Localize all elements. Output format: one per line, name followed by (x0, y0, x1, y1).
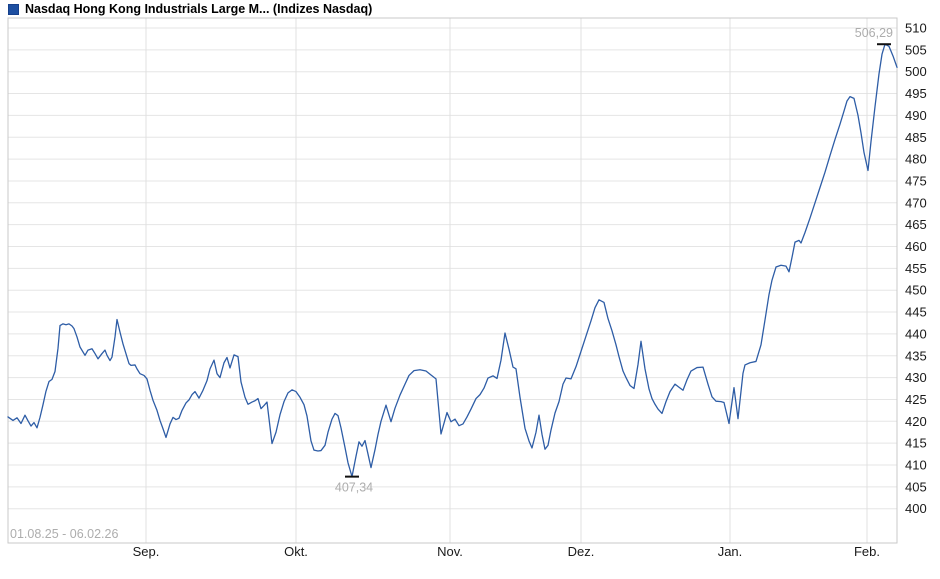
y-axis-label: 435 (905, 348, 927, 363)
legend-square-icon (8, 4, 19, 15)
y-axis-label: 465 (905, 217, 927, 232)
y-axis-label: 430 (905, 370, 927, 385)
y-axis-label: 415 (905, 436, 927, 451)
high-value-label: 506,29 (855, 26, 893, 40)
date-range-label: 01.08.25 - 06.02.26 (10, 527, 119, 541)
x-axis-month-label: Dez. (568, 544, 595, 559)
y-axis-label: 425 (905, 392, 927, 407)
x-axis-month-label: Jan. (718, 544, 743, 559)
price-line (7, 43, 898, 478)
y-axis-label: 495 (905, 86, 927, 101)
x-axis-month-label: Feb. (854, 544, 880, 559)
x-axis-month-label: Sep. (133, 544, 160, 559)
y-axis-label: 485 (905, 130, 927, 145)
y-axis-label: 510 (905, 21, 927, 36)
low-value-label: 407,34 (335, 481, 373, 495)
x-axis-month-label: Okt. (284, 544, 308, 559)
y-axis-label: 405 (905, 479, 927, 494)
chart-title: Nasdaq Hong Kong Industrials Large M... … (25, 2, 373, 16)
y-axis-label: 460 (905, 239, 927, 254)
y-axis-label: 420 (905, 414, 927, 429)
y-axis-label: 455 (905, 261, 927, 276)
plot-border (7, 17, 898, 544)
y-axis-label: 440 (905, 326, 927, 341)
chart-header: Nasdaq Hong Kong Industrials Large M... … (8, 3, 372, 16)
y-axis-label: 500 (905, 64, 927, 79)
y-axis-label: 400 (905, 501, 927, 516)
y-axis-label: 470 (905, 195, 927, 210)
y-axis-label: 410 (905, 458, 927, 473)
y-axis-label: 445 (905, 305, 927, 320)
y-axis-label: 480 (905, 152, 927, 167)
x-axis-month-label: Nov. (437, 544, 463, 559)
y-axis-label: 490 (905, 108, 927, 123)
y-axis-label: 505 (905, 42, 927, 57)
y-axis-label: 475 (905, 173, 927, 188)
y-axis-label: 450 (905, 283, 927, 298)
